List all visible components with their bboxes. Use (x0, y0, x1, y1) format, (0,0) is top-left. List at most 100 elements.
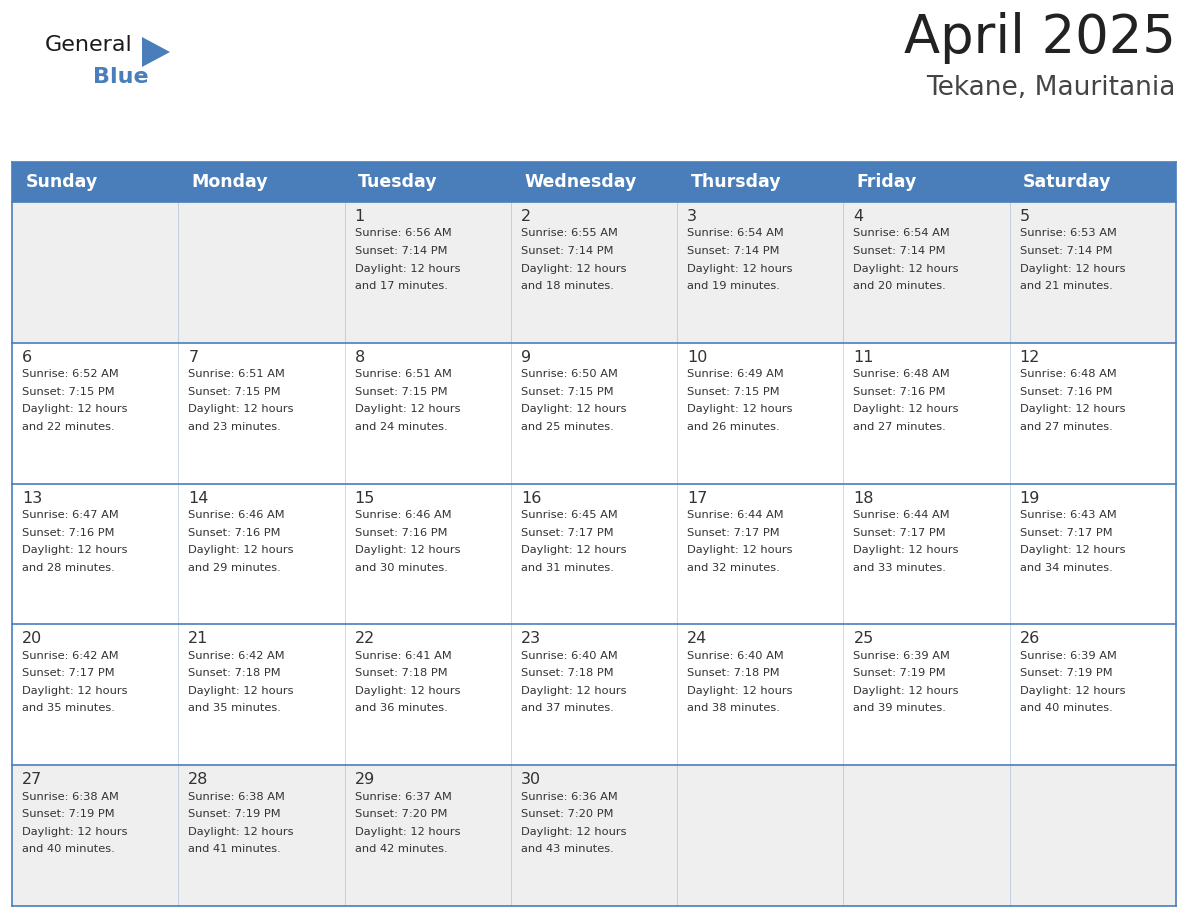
Text: Daylight: 12 hours: Daylight: 12 hours (520, 263, 626, 274)
Text: 30: 30 (520, 772, 541, 788)
Text: Sunrise: 6:52 AM: Sunrise: 6:52 AM (23, 369, 119, 379)
Bar (12, 162, 1176, 202)
Text: Daylight: 12 hours: Daylight: 12 hours (354, 686, 460, 696)
Text: Daylight: 12 hours: Daylight: 12 hours (354, 404, 460, 414)
Text: and 32 minutes.: and 32 minutes. (687, 563, 779, 573)
Text: and 22 minutes.: and 22 minutes. (23, 421, 114, 431)
Text: 8: 8 (354, 350, 365, 364)
Text: Sunrise: 6:39 AM: Sunrise: 6:39 AM (1019, 651, 1117, 661)
Text: 14: 14 (188, 490, 209, 506)
Text: Daylight: 12 hours: Daylight: 12 hours (1019, 263, 1125, 274)
Text: and 21 minutes.: and 21 minutes. (1019, 281, 1112, 291)
Text: Sunrise: 6:38 AM: Sunrise: 6:38 AM (188, 791, 285, 801)
Text: 11: 11 (853, 350, 874, 364)
Text: and 27 minutes.: and 27 minutes. (853, 421, 946, 431)
Text: and 30 minutes.: and 30 minutes. (354, 563, 448, 573)
Text: 28: 28 (188, 772, 209, 788)
Text: Sunset: 7:18 PM: Sunset: 7:18 PM (520, 668, 613, 678)
Text: Daylight: 12 hours: Daylight: 12 hours (520, 827, 626, 836)
Text: Daylight: 12 hours: Daylight: 12 hours (687, 263, 792, 274)
Text: Sunset: 7:15 PM: Sunset: 7:15 PM (23, 386, 114, 397)
Text: 2: 2 (520, 209, 531, 224)
Text: 22: 22 (354, 632, 375, 646)
Text: Daylight: 12 hours: Daylight: 12 hours (23, 545, 127, 555)
Text: Sunset: 7:19 PM: Sunset: 7:19 PM (853, 668, 946, 678)
Text: Sunrise: 6:48 AM: Sunrise: 6:48 AM (1019, 369, 1117, 379)
Text: Daylight: 12 hours: Daylight: 12 hours (188, 404, 293, 414)
Text: 17: 17 (687, 490, 708, 506)
Text: and 29 minutes.: and 29 minutes. (188, 563, 282, 573)
Text: 20: 20 (23, 632, 43, 646)
Text: Sunrise: 6:46 AM: Sunrise: 6:46 AM (354, 510, 451, 521)
Text: and 35 minutes.: and 35 minutes. (188, 703, 282, 713)
Text: Sunset: 7:14 PM: Sunset: 7:14 PM (687, 246, 779, 256)
Text: Sunset: 7:15 PM: Sunset: 7:15 PM (354, 386, 447, 397)
Bar (12, 342, 1176, 484)
Text: Daylight: 12 hours: Daylight: 12 hours (1019, 404, 1125, 414)
Text: Sunrise: 6:49 AM: Sunrise: 6:49 AM (687, 369, 784, 379)
Text: Daylight: 12 hours: Daylight: 12 hours (1019, 686, 1125, 696)
Text: Sunset: 7:15 PM: Sunset: 7:15 PM (188, 386, 280, 397)
Text: Sunrise: 6:51 AM: Sunrise: 6:51 AM (354, 369, 451, 379)
Bar (12, 766, 1176, 906)
Text: Sunset: 7:17 PM: Sunset: 7:17 PM (853, 528, 946, 538)
Text: Sunrise: 6:38 AM: Sunrise: 6:38 AM (23, 791, 119, 801)
Text: Sunset: 7:14 PM: Sunset: 7:14 PM (520, 246, 613, 256)
Text: and 28 minutes.: and 28 minutes. (23, 563, 115, 573)
Text: and 23 minutes.: and 23 minutes. (188, 421, 282, 431)
Text: Sunrise: 6:36 AM: Sunrise: 6:36 AM (520, 791, 618, 801)
Text: Sunrise: 6:43 AM: Sunrise: 6:43 AM (1019, 510, 1117, 521)
Text: Tekane, Mauritania: Tekane, Mauritania (927, 75, 1176, 101)
Text: and 27 minutes.: and 27 minutes. (1019, 421, 1112, 431)
Text: Sunrise: 6:40 AM: Sunrise: 6:40 AM (687, 651, 784, 661)
Text: and 40 minutes.: and 40 minutes. (23, 845, 115, 855)
Text: Thursday: Thursday (690, 173, 781, 191)
Text: Daylight: 12 hours: Daylight: 12 hours (23, 827, 127, 836)
Text: Sunset: 7:16 PM: Sunset: 7:16 PM (188, 528, 280, 538)
Text: 12: 12 (1019, 350, 1040, 364)
Text: and 41 minutes.: and 41 minutes. (188, 845, 282, 855)
Text: Daylight: 12 hours: Daylight: 12 hours (853, 545, 959, 555)
Text: and 25 minutes.: and 25 minutes. (520, 421, 614, 431)
Text: Sunset: 7:16 PM: Sunset: 7:16 PM (853, 386, 946, 397)
Text: and 26 minutes.: and 26 minutes. (687, 421, 779, 431)
Text: Sunset: 7:17 PM: Sunset: 7:17 PM (23, 668, 114, 678)
Text: Sunset: 7:19 PM: Sunset: 7:19 PM (23, 809, 114, 819)
Text: Saturday: Saturday (1023, 173, 1112, 191)
Text: and 39 minutes.: and 39 minutes. (853, 703, 947, 713)
Text: Sunrise: 6:54 AM: Sunrise: 6:54 AM (853, 229, 950, 239)
Text: and 43 minutes.: and 43 minutes. (520, 845, 614, 855)
Text: Daylight: 12 hours: Daylight: 12 hours (188, 545, 293, 555)
Text: Sunset: 7:14 PM: Sunset: 7:14 PM (853, 246, 946, 256)
Text: Daylight: 12 hours: Daylight: 12 hours (520, 686, 626, 696)
Text: Daylight: 12 hours: Daylight: 12 hours (23, 686, 127, 696)
Text: 27: 27 (23, 772, 43, 788)
Text: Sunset: 7:17 PM: Sunset: 7:17 PM (1019, 528, 1112, 538)
Bar (12, 202, 1176, 342)
Text: and 42 minutes.: and 42 minutes. (354, 845, 447, 855)
Text: 21: 21 (188, 632, 209, 646)
Text: and 40 minutes.: and 40 minutes. (1019, 703, 1112, 713)
Text: Daylight: 12 hours: Daylight: 12 hours (853, 686, 959, 696)
Text: Monday: Monday (191, 173, 268, 191)
Text: Sunrise: 6:54 AM: Sunrise: 6:54 AM (687, 229, 784, 239)
Text: and 20 minutes.: and 20 minutes. (853, 281, 946, 291)
Text: Sunset: 7:14 PM: Sunset: 7:14 PM (1019, 246, 1112, 256)
Text: Daylight: 12 hours: Daylight: 12 hours (520, 404, 626, 414)
Text: 18: 18 (853, 490, 874, 506)
Bar (12, 484, 1176, 624)
Text: Sunset: 7:19 PM: Sunset: 7:19 PM (1019, 668, 1112, 678)
Text: 26: 26 (1019, 632, 1040, 646)
Text: Blue: Blue (93, 67, 148, 87)
Text: and 24 minutes.: and 24 minutes. (354, 421, 447, 431)
Text: Sunset: 7:17 PM: Sunset: 7:17 PM (687, 528, 779, 538)
Text: Daylight: 12 hours: Daylight: 12 hours (23, 404, 127, 414)
Text: Sunset: 7:16 PM: Sunset: 7:16 PM (1019, 386, 1112, 397)
Text: Sunset: 7:14 PM: Sunset: 7:14 PM (354, 246, 447, 256)
Text: Sunrise: 6:55 AM: Sunrise: 6:55 AM (520, 229, 618, 239)
Text: Daylight: 12 hours: Daylight: 12 hours (687, 686, 792, 696)
Text: Wednesday: Wednesday (524, 173, 637, 191)
Text: Sunrise: 6:47 AM: Sunrise: 6:47 AM (23, 510, 119, 521)
Text: Sunset: 7:16 PM: Sunset: 7:16 PM (23, 528, 114, 538)
Text: Sunset: 7:15 PM: Sunset: 7:15 PM (520, 386, 613, 397)
